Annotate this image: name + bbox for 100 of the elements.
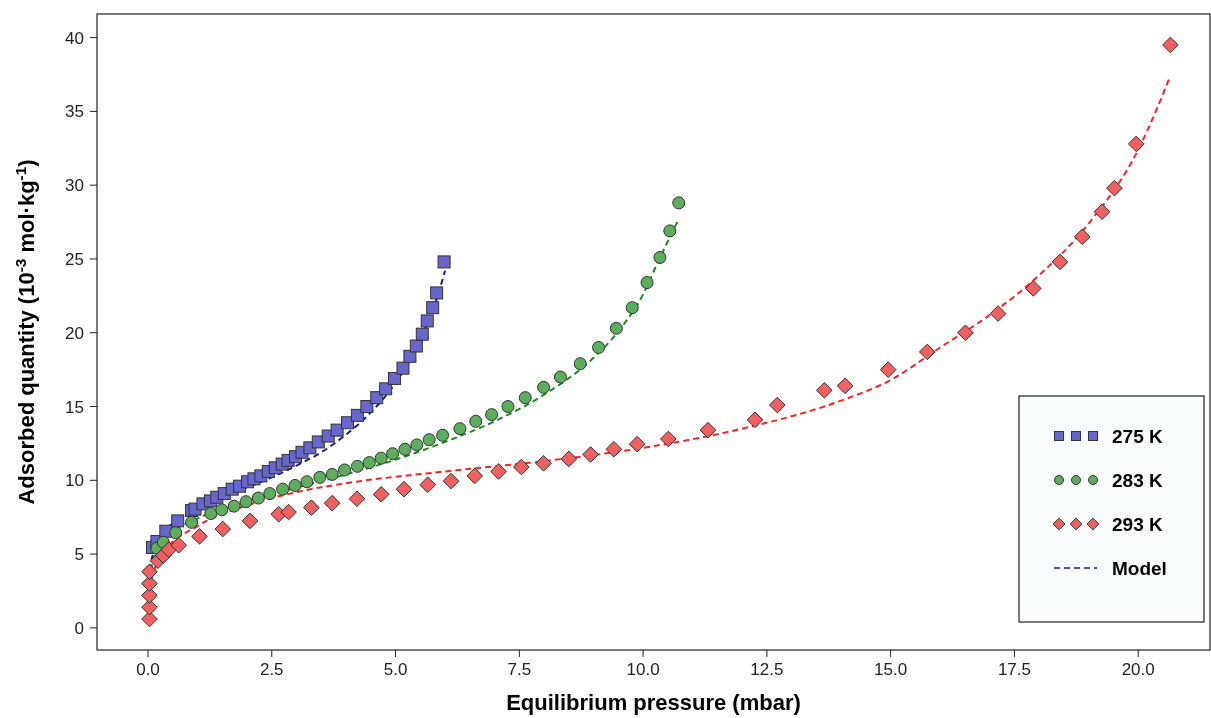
legend-label: 283 K bbox=[1112, 470, 1163, 491]
point bbox=[1024, 280, 1042, 297]
point bbox=[311, 435, 325, 449]
point bbox=[560, 450, 578, 468]
point bbox=[323, 494, 341, 512]
x-tick-label: 17.5 bbox=[997, 660, 1031, 679]
x-tick-label: 7.5 bbox=[507, 660, 532, 679]
point bbox=[426, 301, 440, 315]
x-tick-label: 0.0 bbox=[136, 660, 160, 679]
point bbox=[214, 520, 232, 538]
point bbox=[409, 339, 423, 353]
x-tick-label: 12.5 bbox=[750, 660, 784, 679]
point bbox=[191, 528, 208, 545]
point bbox=[386, 447, 400, 461]
point bbox=[1127, 135, 1145, 153]
point bbox=[379, 382, 393, 396]
point bbox=[535, 455, 552, 472]
point bbox=[422, 433, 436, 447]
point bbox=[553, 370, 567, 384]
point bbox=[215, 503, 229, 517]
point bbox=[518, 391, 532, 405]
point bbox=[330, 423, 344, 437]
legend-label: 293 K bbox=[1112, 514, 1163, 535]
point bbox=[1162, 36, 1179, 54]
point bbox=[836, 377, 854, 395]
point bbox=[1106, 179, 1123, 197]
y-tick-label: 0 bbox=[74, 618, 84, 638]
point bbox=[239, 495, 253, 509]
y-tick-label: 40 bbox=[65, 28, 84, 48]
point bbox=[592, 340, 606, 354]
x-tick-label: 10.0 bbox=[626, 660, 660, 679]
point bbox=[420, 314, 434, 328]
point bbox=[313, 470, 327, 484]
point bbox=[663, 224, 677, 238]
point bbox=[573, 357, 587, 371]
x-tick-label: 5.0 bbox=[383, 660, 408, 679]
point bbox=[513, 458, 530, 476]
point bbox=[1093, 203, 1111, 221]
y-tick-label: 25 bbox=[65, 249, 84, 269]
point bbox=[490, 463, 507, 480]
point bbox=[989, 305, 1007, 322]
point bbox=[453, 422, 467, 436]
point bbox=[768, 396, 786, 414]
y-tick-label: 30 bbox=[65, 176, 84, 196]
point bbox=[325, 467, 339, 481]
legend-label: 275 K bbox=[1112, 426, 1163, 447]
point bbox=[419, 476, 437, 494]
point bbox=[398, 442, 412, 456]
point bbox=[628, 435, 646, 453]
point bbox=[746, 411, 764, 429]
point bbox=[1073, 228, 1091, 246]
point bbox=[660, 430, 677, 448]
y-tick-label: 20 bbox=[65, 323, 84, 343]
point bbox=[395, 480, 413, 498]
point bbox=[141, 563, 158, 581]
point bbox=[396, 361, 410, 375]
y-tick-label: 15 bbox=[65, 397, 84, 417]
y-tick-label: 10 bbox=[65, 471, 84, 491]
point bbox=[338, 463, 352, 477]
point bbox=[374, 451, 388, 465]
legend-label: Model bbox=[1112, 558, 1167, 579]
y-tick-label: 35 bbox=[65, 102, 84, 122]
point bbox=[918, 343, 936, 361]
point bbox=[485, 408, 499, 422]
point bbox=[141, 575, 158, 592]
point bbox=[609, 321, 623, 335]
point bbox=[1051, 253, 1069, 271]
point bbox=[469, 414, 483, 428]
point bbox=[699, 421, 717, 439]
point bbox=[360, 400, 374, 414]
point bbox=[241, 512, 259, 530]
point bbox=[957, 324, 974, 342]
point bbox=[537, 380, 551, 394]
point bbox=[362, 456, 376, 470]
point bbox=[672, 196, 686, 210]
x-tick-label: 20.0 bbox=[1121, 660, 1155, 679]
x-tick-label: 15.0 bbox=[874, 660, 908, 679]
point bbox=[288, 478, 302, 492]
point bbox=[350, 408, 364, 422]
point bbox=[816, 381, 833, 399]
y-tick-label: 5 bbox=[74, 545, 84, 565]
point bbox=[185, 515, 199, 529]
point bbox=[653, 250, 667, 264]
point bbox=[300, 475, 314, 489]
point bbox=[582, 446, 599, 463]
point bbox=[640, 276, 654, 290]
point bbox=[879, 361, 897, 378]
point bbox=[466, 467, 484, 485]
point bbox=[372, 486, 390, 503]
x-tick-label: 2.5 bbox=[259, 660, 284, 679]
point bbox=[370, 391, 384, 405]
point bbox=[442, 472, 460, 490]
point bbox=[204, 507, 218, 520]
point bbox=[280, 503, 297, 521]
point bbox=[171, 514, 185, 528]
point bbox=[227, 499, 241, 513]
point bbox=[625, 301, 639, 315]
point bbox=[170, 536, 187, 554]
point bbox=[348, 490, 366, 508]
point bbox=[605, 441, 623, 458]
